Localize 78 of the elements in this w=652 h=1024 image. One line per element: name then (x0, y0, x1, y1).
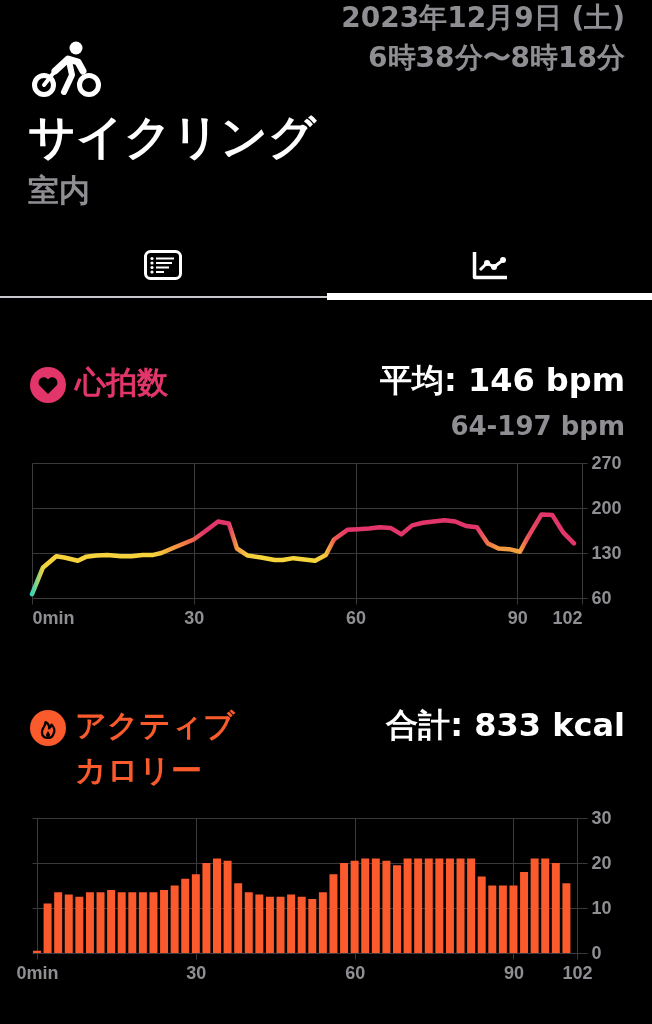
x-tick-label: 30 (186, 962, 207, 983)
x-tick-label: 60 (346, 607, 367, 628)
bar (202, 863, 211, 953)
line-series (29, 512, 577, 597)
y-tick-label: 10 (591, 897, 612, 918)
bar (107, 890, 116, 953)
bar (138, 892, 147, 953)
y-tick-label: 30 (591, 807, 612, 828)
y-tick-label: 60 (591, 587, 612, 608)
bar (170, 885, 179, 953)
x-tick-label: 102 (562, 962, 593, 983)
bar (75, 896, 84, 953)
bar (551, 863, 560, 953)
bar (223, 860, 232, 953)
bar (255, 894, 264, 953)
bar (403, 858, 412, 953)
text: 室内 (28, 172, 90, 210)
x-tick-label: 60 (345, 962, 366, 983)
bar (244, 892, 253, 953)
x-tick-label: 0min (32, 607, 75, 628)
bar (509, 885, 518, 953)
text: 64-197 bpm (450, 411, 625, 443)
bar (149, 892, 158, 953)
bar (498, 885, 507, 953)
bar (371, 858, 380, 953)
x-tick-label: 90 (507, 607, 528, 628)
bar (424, 858, 433, 953)
bar (265, 896, 274, 953)
chart-title: アクティブカロリー (75, 706, 236, 790)
bar (181, 878, 190, 953)
x-tick-label: 90 (503, 962, 524, 983)
bar (117, 892, 126, 953)
text: 2023年12月9日 (土) (341, 1, 625, 35)
bar (467, 858, 476, 953)
bar (541, 858, 550, 953)
bar (128, 892, 137, 953)
bar (414, 858, 423, 953)
chart-title: 心拍数 (75, 364, 168, 400)
bar (276, 896, 285, 953)
bar (318, 892, 327, 953)
chart-subtitle: 平均: 146 bpm (379, 361, 625, 400)
y-tick-label: 130 (591, 542, 622, 563)
x-tick-label: 30 (184, 607, 205, 628)
bar (64, 894, 73, 953)
bar (43, 903, 52, 953)
bar (85, 892, 94, 953)
y-tick-label: 0 (591, 942, 602, 963)
bar (350, 860, 359, 953)
bar (393, 865, 401, 953)
chart-subtitle: 合計: 833 kcal (386, 706, 625, 745)
bar (160, 890, 169, 953)
bar (456, 858, 465, 953)
bar (562, 883, 571, 953)
bar (361, 858, 370, 953)
bar (329, 874, 338, 953)
bar (477, 876, 486, 953)
text: 6時38分〜8時18分 (368, 41, 625, 75)
bar (234, 883, 243, 953)
bar (96, 892, 105, 953)
y-tick-label: 270 (591, 452, 622, 473)
bar (191, 874, 200, 953)
y-tick-label: 200 (591, 497, 622, 518)
bar (488, 885, 497, 953)
bar (340, 863, 349, 953)
bar (213, 858, 221, 953)
bar (435, 858, 444, 953)
bar (520, 872, 529, 953)
bar (382, 860, 391, 953)
bar (297, 896, 306, 953)
x-tick-label: 0min (16, 962, 59, 983)
text: サイクリング (28, 109, 316, 166)
x-tick-label: 102 (552, 607, 583, 628)
bar (287, 894, 296, 953)
bar (308, 899, 317, 953)
bar (445, 858, 454, 953)
bar (530, 858, 539, 953)
y-tick-label: 20 (591, 852, 612, 873)
bar (54, 892, 63, 953)
